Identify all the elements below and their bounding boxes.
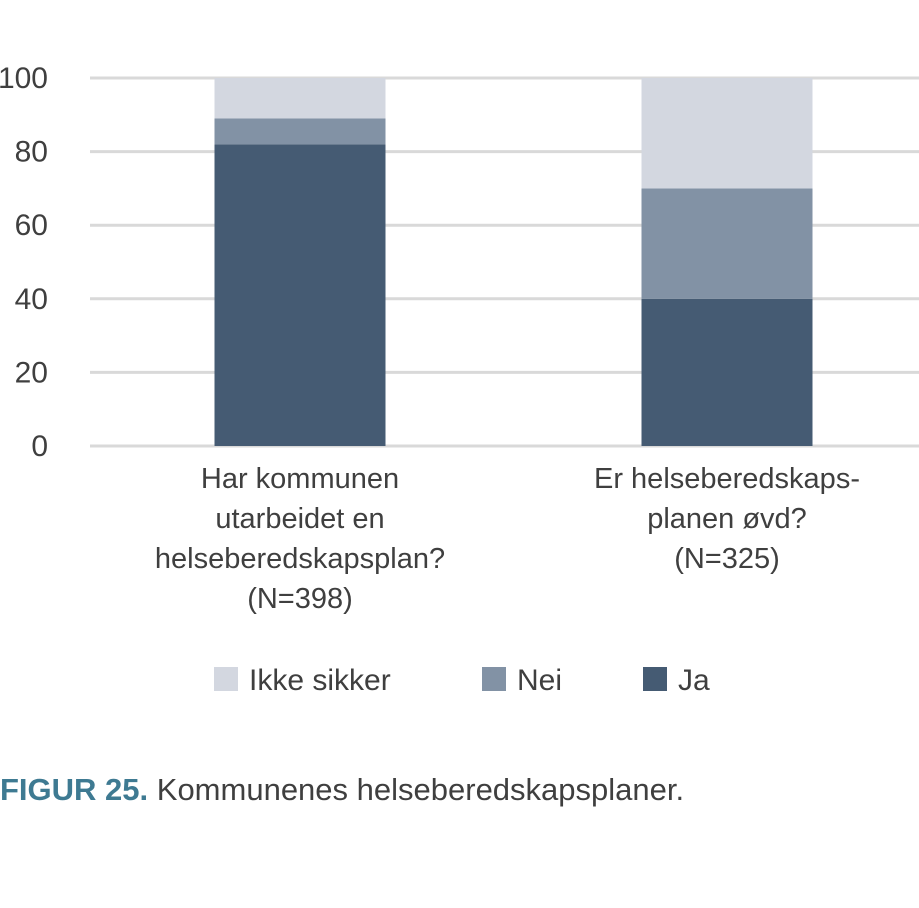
category-label-line: (N=325) bbox=[674, 543, 780, 575]
category-label-line: Har kommunen bbox=[201, 463, 399, 495]
legend-swatch bbox=[482, 667, 506, 691]
y-axis-tick-labels: 0 20 40 60 80 100 bbox=[0, 62, 48, 463]
legend-swatch bbox=[214, 667, 238, 691]
bar-segment-ikke-sikker bbox=[641, 78, 813, 189]
bar-segment-nei bbox=[641, 188, 813, 299]
bar-segment-ja bbox=[214, 144, 386, 447]
legend-label: Ikke sikker bbox=[249, 664, 391, 697]
category-label-line: planen øvd? bbox=[647, 503, 807, 535]
bars bbox=[214, 78, 813, 447]
y-tick-label: 40 bbox=[15, 283, 48, 316]
legend-swatch bbox=[643, 667, 667, 691]
figure-caption-label: FIGUR 25. bbox=[0, 772, 149, 807]
category-label: Har kommunen utarbeidet en helseberedskaps… bbox=[155, 463, 445, 615]
legend: Ikke sikker Nei Ja bbox=[214, 664, 710, 697]
category-label-line: Er helseberedskaps- bbox=[594, 463, 860, 495]
legend-label: Ja bbox=[678, 664, 710, 697]
category-label-line: utarbeidet en bbox=[215, 503, 384, 535]
bar-segment-ja bbox=[641, 298, 813, 446]
bar-segment-ikke-sikker bbox=[214, 78, 386, 119]
legend-label: Nei bbox=[517, 664, 562, 697]
category-label: Er helseberedskaps-planen øvd? (N=325) bbox=[594, 463, 860, 575]
category-labels: Har kommunen utarbeidet en helseberedskaps… bbox=[155, 463, 860, 615]
y-tick-label: 20 bbox=[15, 356, 48, 389]
y-tick-label: 60 bbox=[15, 209, 48, 242]
category-label-line: (N=398) bbox=[247, 583, 353, 615]
y-tick-label: 0 bbox=[31, 430, 48, 463]
stacked-bar-chart: 0 20 40 60 80 100 Har kommunen utarbeidet en he… bbox=[0, 62, 919, 697]
bar-segment-nei bbox=[214, 118, 386, 145]
y-tick-label: 100 bbox=[0, 62, 48, 95]
figure-caption: FIGUR 25. Kommunenes helseberedskapsplan… bbox=[0, 772, 684, 808]
category-label-line: helseberedskapsplan? bbox=[155, 543, 445, 575]
figure-caption-text: Kommunenes helseberedskapsplaner. bbox=[148, 772, 685, 807]
y-tick-label: 80 bbox=[15, 136, 48, 169]
